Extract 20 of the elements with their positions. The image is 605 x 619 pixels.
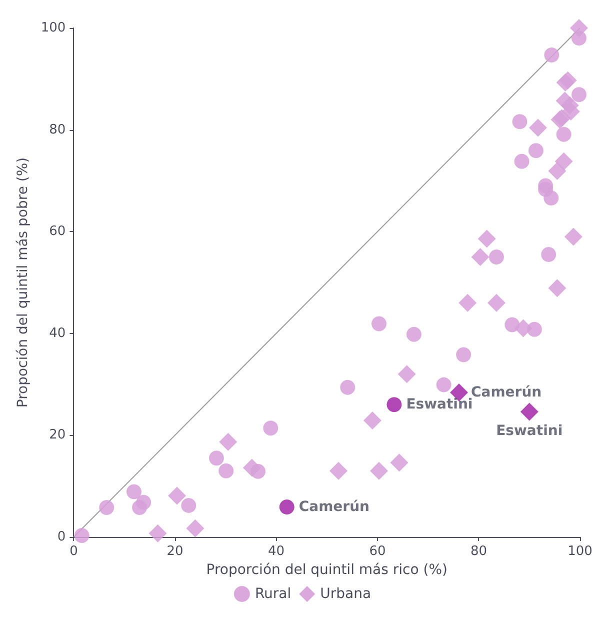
y-tick-label: 80 [49, 122, 66, 138]
x-tick-label: 0 [70, 544, 78, 559]
x-tick-label: 20 [166, 544, 184, 559]
annotation: Camerún [298, 498, 370, 515]
y-tick-label: 100 [40, 20, 66, 36]
y-tick-label: 20 [49, 428, 66, 443]
x-tick-label: 80 [470, 544, 488, 559]
y-axis-title: Propoción del quintil más pobre (%) [15, 157, 31, 408]
x-tick-label: 40 [268, 544, 284, 559]
y-tick-label: 0 [57, 530, 66, 544]
y-tick-label: 60 [49, 224, 66, 240]
annotation: Eswatini [406, 396, 473, 413]
x-axis-title: Proporción del quintil más rico (%) [206, 562, 448, 578]
annotation: Camerún [470, 384, 542, 400]
legend-label: Urbana [320, 586, 372, 602]
x-tick-label: 60 [369, 544, 386, 559]
legend-label: Rural [254, 586, 292, 602]
y-tick-label: 40 [49, 326, 66, 341]
x-tick-label: 100 [568, 544, 592, 559]
annotation: Eswatini [496, 422, 563, 439]
